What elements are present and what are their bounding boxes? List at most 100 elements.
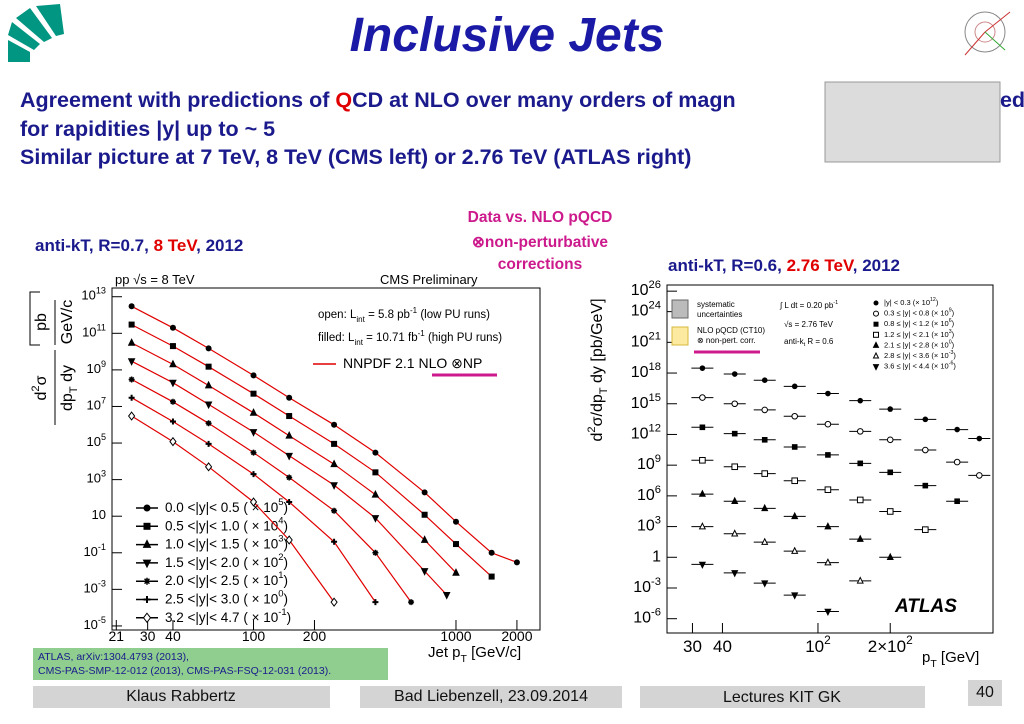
marker [699,456,706,464]
kit-logo [8,4,64,62]
y-tick-label: 10-3 [83,579,106,596]
marker [761,580,769,588]
legend-label: 0.3 ≤ |y| < 0.8 (× 109) [884,308,955,318]
marker [452,518,459,525]
reference: CMS-PAS-SMP-12-012 (2013), CMS-PAS-FSQ-1… [38,665,331,677]
marker [204,380,213,389]
marker [169,324,176,331]
annotation: ∫ L dt = 0.20 pb-1 [779,300,838,310]
marker [205,440,212,447]
marker [169,343,176,350]
marker [286,394,293,401]
legend-label: 2.5 <|y|< 3.0 ( × 100) [165,589,288,607]
marker [873,310,879,317]
bullet-text: CD at NLO over many orders of magn [352,88,736,112]
legend-label: ⊗ non-pert. corr. [697,336,756,345]
y-tick-label: 1011 [82,323,106,340]
marker [249,497,258,507]
page-box [968,680,1002,706]
marker [922,446,929,454]
legend-label: uncertainties [697,310,742,319]
series [128,303,520,566]
marker [698,522,707,530]
marker [128,303,135,310]
label-highlight: 2.76 TeV [787,256,855,275]
bullet: Agreement with predictions of QCD at NLO… [20,88,736,112]
marker [452,568,460,576]
series [127,338,460,576]
bullet: Similar picture at 7 TeV, 8 TeV (CMS lef… [20,145,691,169]
label-text: anti-kT, R=0.6, [668,256,787,275]
marker [824,522,832,530]
marker [824,608,832,617]
marker [331,507,338,514]
marker [699,424,706,431]
marker [976,435,983,442]
legend-label: |y| < 0.3 (× 1012) [884,297,939,307]
marker [761,406,769,414]
marker [887,406,894,412]
marker [372,449,379,456]
slide-title: Inclusive Jets [350,9,665,62]
marker [791,592,799,600]
marker [249,408,258,416]
y-tick-label: 103 [637,515,661,535]
marker [331,440,338,447]
marker [825,452,831,458]
marker [857,460,864,467]
y-tick-label: 1018 [631,361,661,381]
y-tick-label: 109 [86,359,106,376]
marker [791,412,799,420]
annotation: √s = 2.76 TeV [784,320,834,329]
marker [731,430,738,437]
annotation: open: Lint = 5.8 pb-1 (low PU runs) [318,306,490,324]
y-tick-label: 1021 [631,330,661,350]
marker [731,496,739,504]
marker [976,472,983,479]
note: Data vs. NLO pQCD ⊗non-perturbative corr… [468,209,613,273]
marker [452,541,459,548]
theory-line [131,324,493,578]
reference-box [33,648,388,680]
marker [330,459,338,468]
y-tick-label: 107 [86,396,106,413]
series [691,522,872,584]
marker [824,558,832,566]
atlas-logo: ATLAS [894,596,957,617]
y-axis-label: GeV/c [59,300,76,344]
series [128,376,415,606]
marker [513,559,520,566]
x-axis-label: Jet pT [GeV/c] [428,644,521,665]
marker [731,400,739,408]
footer-author: Klaus Rabbertz [126,688,235,705]
marker [731,529,739,537]
marker [824,420,832,428]
marker [250,471,257,478]
legend-label: 1.2 ≤ |y| < 2.1 (× 103) [884,329,955,339]
note-line: Data vs. NLO pQCD [468,209,613,226]
marker [488,549,495,556]
legend-label: 1.0 <|y|< 1.5 ( × 103) [165,534,288,552]
y-axis-label: pb [33,313,50,331]
marker [886,436,894,444]
marker [142,559,152,569]
marker [372,469,379,476]
label-text: , 2012 [853,256,900,275]
marker [954,426,960,433]
marker [856,428,864,435]
marker [761,377,768,383]
footer-box [360,686,622,708]
marker [286,413,293,420]
marker [142,539,152,548]
marker [285,431,293,439]
marker [442,591,451,600]
marker [372,599,379,606]
marker [331,538,338,545]
reference: ATLAS, arXiv:1304.4793 (2013), [38,651,189,663]
series [128,394,379,606]
marker [205,345,212,352]
series [691,394,991,479]
x-tick-label: 30 [140,628,156,644]
legend-label: NLO pQCD (CT10) [697,326,765,335]
